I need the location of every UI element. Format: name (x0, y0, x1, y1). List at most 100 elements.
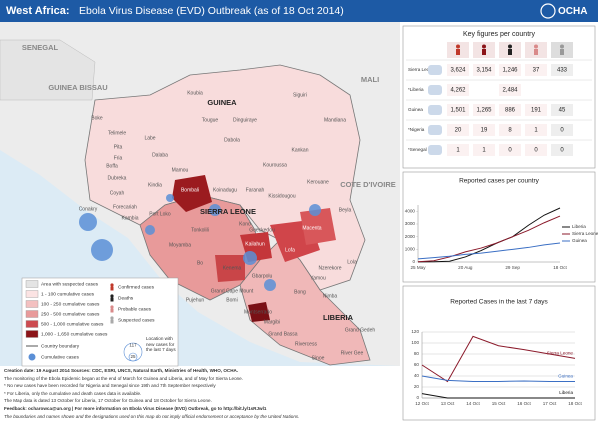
country-label: COTE D'IVOIRE (340, 180, 396, 189)
region-label: Macenta (302, 225, 321, 231)
key-figure: 1,265 (476, 108, 492, 114)
country-shape (428, 85, 442, 95)
country-shape (428, 145, 442, 155)
region-label: Nzerekore (318, 265, 341, 271)
country-label: SIERRA LEONE (200, 207, 256, 216)
region-label: Kindia (148, 182, 162, 188)
legend-value: 25 (130, 354, 136, 359)
liberia-area (239, 239, 371, 366)
legend-label: 100 - 250 cumulative cases (41, 301, 100, 307)
region-label: Koubia (187, 90, 203, 96)
legend-icon (110, 308, 114, 313)
chart-title: Reported cases per country (459, 178, 540, 185)
region-label: River Gee (341, 350, 364, 356)
legend-label: 250 - 500 cumulative cases (41, 311, 100, 317)
value-cell (473, 144, 495, 156)
column-icon (456, 49, 460, 55)
country-name: Guinea (408, 107, 423, 112)
region-label: Montserrado (244, 309, 272, 315)
key-figure: 19 (481, 128, 488, 134)
key-figure: 433 (557, 68, 568, 74)
new-case-circle (166, 194, 174, 202)
value-cell (447, 64, 469, 76)
region-label: Pita (114, 144, 123, 150)
legend-circle (128, 352, 138, 362)
key-figure: 0 (534, 148, 538, 154)
legend-label: 1,000 - 1,650 cumulative cases (41, 331, 108, 337)
region-label: Lofa (285, 247, 295, 253)
series-line (417, 242, 561, 260)
y-tick-label: 4000 (405, 209, 416, 214)
x-tick-label: 29 Sep (505, 265, 520, 270)
region-label: Rivercess (295, 341, 317, 347)
region-label: Dalaba (152, 152, 168, 158)
legend-circle (28, 353, 36, 361)
legend-icon (110, 319, 114, 324)
legend-label: Cumulative cases (41, 354, 79, 360)
value-cell (499, 84, 521, 96)
legend-box (21, 277, 179, 367)
series-label: Guinea (558, 374, 573, 379)
value-cell (551, 104, 573, 116)
series-label: Sierra Leone (547, 351, 574, 356)
region-label: Pujehun (186, 297, 205, 303)
new-cases-label: Location with new cases for the last 7 d… (146, 336, 176, 352)
country-label: LIBERIA (323, 313, 354, 322)
region-label: Kailahun (245, 241, 265, 247)
key-figure: 0 (560, 128, 564, 134)
region-label: Koinadugu (213, 187, 237, 193)
key-figure: 1 (534, 128, 538, 134)
value-cell (551, 144, 573, 156)
region-label: Kankan (292, 147, 309, 153)
region-label: Kambia (122, 215, 139, 221)
x-tick-label: 20 Aug (458, 265, 473, 270)
key-figure: 191 (531, 108, 542, 114)
country-label: MALI (361, 75, 379, 84)
region-label: Boke (91, 115, 103, 121)
column-icon (456, 44, 460, 49)
key-figure: 886 (505, 108, 516, 114)
region-label: Dabola (224, 137, 240, 143)
region-label: Mamou (172, 167, 189, 173)
legend-swatch (25, 330, 39, 338)
region-label: Labe (144, 135, 155, 141)
new-case-circle (309, 204, 321, 216)
region-label: Conakry (79, 206, 98, 212)
value-cell (447, 124, 469, 136)
series-line (421, 393, 575, 399)
x-tick-label: 18 Oct (553, 265, 567, 270)
title-prefix: West Africa: (6, 5, 70, 17)
legend-label: Area with suspected cases (41, 281, 99, 287)
value-cell (551, 64, 573, 76)
legend-swatch (25, 320, 39, 328)
region-label: Bong (294, 289, 306, 295)
legend-label: Sierra Leone (572, 231, 598, 236)
region-label: Fria (114, 155, 123, 161)
region-label: Kenema (223, 265, 242, 271)
country-name: *Liberia (408, 87, 424, 92)
key-figure: 3,624 (450, 68, 466, 74)
value-cell (499, 124, 521, 136)
x-tick-label: 13 Oct (441, 401, 455, 406)
region-label: Mandiana (324, 117, 346, 123)
region-label: Forecariah (113, 204, 137, 210)
column-icon (534, 49, 538, 55)
logo-emblem (540, 3, 556, 19)
header-bar (0, 0, 598, 22)
legend-label: Deaths (118, 295, 134, 301)
country-shape (428, 105, 442, 115)
x-tick-label: 16 Oct (517, 401, 531, 406)
column-icon (508, 44, 512, 49)
country-label: SENEGAL (22, 43, 59, 52)
logo: OCHA (558, 6, 587, 17)
column-icon (508, 49, 512, 55)
legend-swatch (25, 290, 39, 298)
region-label: Sinoe (312, 355, 325, 361)
country-name: Sierra Leone (408, 67, 435, 72)
column-icon (560, 49, 564, 55)
value-cell (499, 64, 521, 76)
footer-line: * For Liberia, only the cumulative and d… (4, 390, 142, 396)
x-tick-label: 25 May (410, 265, 426, 270)
district-high (215, 255, 245, 282)
